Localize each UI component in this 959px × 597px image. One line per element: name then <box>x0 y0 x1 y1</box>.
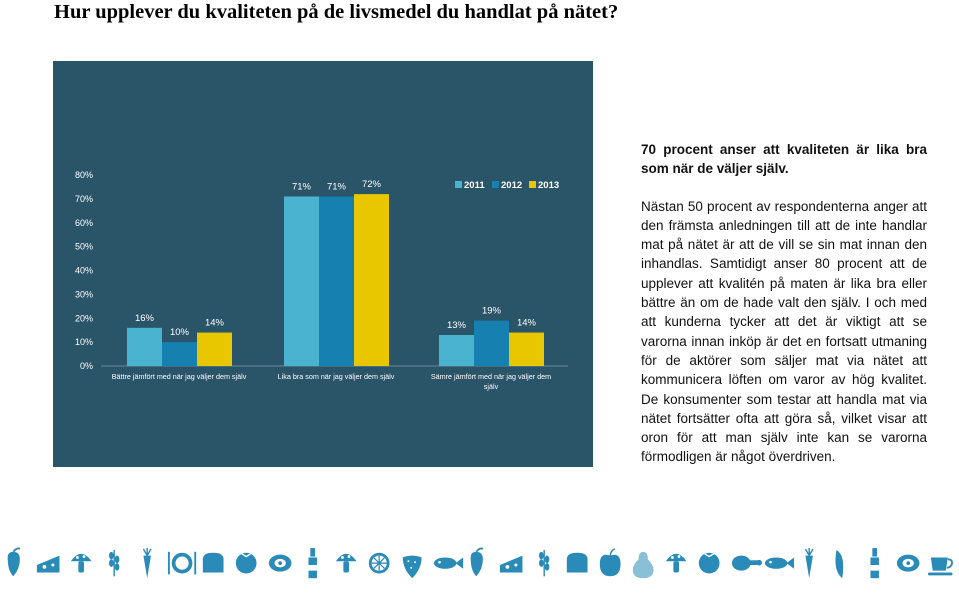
data-label: 13% <box>447 320 467 331</box>
bar-chart: 0% 10% 20% 30% 40% 50% 60% 70% 80% 16% 10% 14% 71% 71… <box>75 170 568 391</box>
x-tick-label: Bättre jämfört med när jag väljer dem sj… <box>112 372 247 381</box>
data-label: 14% <box>517 318 537 329</box>
mushroom-icon <box>663 545 695 590</box>
food-icon-strip <box>0 545 959 595</box>
y-tick-label: 10% <box>75 337 93 347</box>
citrus-icon <box>366 545 398 590</box>
y-tick-label: 40% <box>75 266 93 276</box>
fish-icon <box>763 545 795 590</box>
bar <box>197 332 232 366</box>
carrot-icon <box>796 545 828 590</box>
bar <box>284 196 319 366</box>
bar <box>319 196 354 366</box>
y-tick-label: 30% <box>75 289 93 299</box>
data-label: 16% <box>135 313 155 324</box>
strawberry-icon <box>399 545 431 590</box>
bar <box>439 334 474 366</box>
legend-swatch <box>529 181 536 188</box>
mushroom-icon <box>333 545 365 590</box>
y-tick-label: 70% <box>75 194 93 204</box>
pear-icon <box>630 545 662 590</box>
legend-label: 2013 <box>538 180 559 191</box>
plate-cutlery-icon <box>167 545 199 590</box>
pepper-icon <box>2 545 34 590</box>
bottle-icon <box>300 545 332 590</box>
data-label: 71% <box>327 181 347 192</box>
legend-label: 2011 <box>464 180 485 191</box>
y-tick-label: 80% <box>75 170 93 180</box>
legend-swatch <box>455 181 462 188</box>
bar <box>354 194 389 366</box>
tomato-icon <box>696 545 728 590</box>
bread-icon <box>200 545 232 590</box>
bread-icon <box>564 545 596 590</box>
wheat-icon <box>101 545 133 590</box>
peapod-icon <box>829 545 861 590</box>
carrot-icon <box>134 545 166 590</box>
fish-icon <box>432 545 464 590</box>
article-body: Nästan 50 procent av respondenterna ange… <box>641 198 927 465</box>
tomato-icon <box>233 545 265 590</box>
data-label: 71% <box>292 181 312 192</box>
bar <box>162 342 197 366</box>
wheat-icon <box>531 545 563 590</box>
x-tick-label: Lika bra som när jag väljer dem själv <box>278 372 395 381</box>
bottle-icon <box>862 545 894 590</box>
page-title: Hur upplever du kvaliteten på de livsmed… <box>54 1 619 23</box>
bar <box>474 320 509 366</box>
mushroom-icon <box>68 545 100 590</box>
kiwi-icon <box>895 545 927 590</box>
data-label: 19% <box>482 306 502 317</box>
bar <box>509 332 544 366</box>
cup-icon <box>928 545 959 590</box>
y-tick-label: 50% <box>75 242 93 252</box>
data-label: 14% <box>205 318 225 329</box>
legend-swatch <box>492 181 499 188</box>
pepper-icon <box>465 545 497 590</box>
data-label: 72% <box>362 179 382 190</box>
x-tick-label: själv <box>484 382 499 391</box>
cheese-icon <box>35 545 67 590</box>
x-tick-label: Sämre jämfört med när jag väljer dem <box>431 372 551 381</box>
cheese-icon <box>498 545 530 590</box>
apple-icon <box>597 545 629 590</box>
data-label: 10% <box>170 327 190 338</box>
y-tick-label: 20% <box>75 313 93 323</box>
chart-panel: 0% 10% 20% 30% 40% 50% 60% 70% 80% 16% 10% 14% 71% 71… <box>53 61 593 467</box>
article-text: 70 procent anser att kvaliteten är lika … <box>641 140 927 467</box>
y-tick-label: 60% <box>75 218 93 228</box>
ham-icon <box>730 545 762 590</box>
kiwi-icon <box>267 545 299 590</box>
bar <box>127 327 162 366</box>
article-lead: 70 procent anser att kvaliteten är lika … <box>641 142 927 177</box>
legend-label: 2012 <box>501 180 522 191</box>
y-tick-label: 0% <box>80 361 93 371</box>
